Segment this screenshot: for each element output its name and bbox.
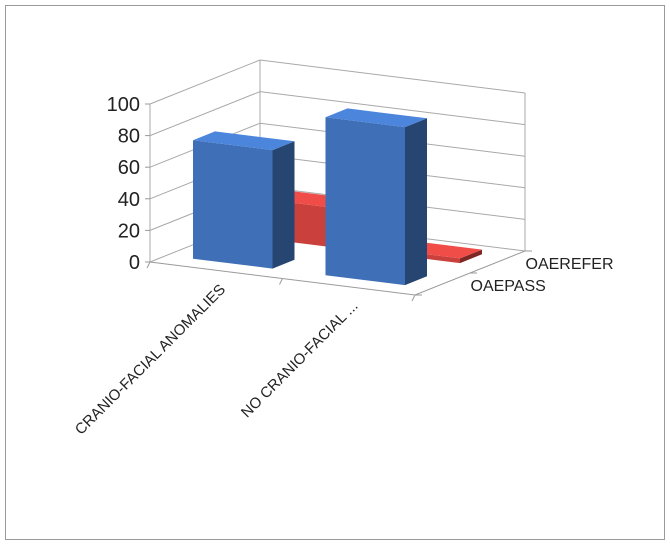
y-axis-ticks: 0 20 40 60 80 100 <box>107 94 140 274</box>
gridline <box>149 59 526 105</box>
bars <box>193 108 482 286</box>
y-tick-label: 20 <box>118 220 140 242</box>
x-axis-labels: CRANIO-FACIAL ANOMALIES NO CRANIO-FACIAL … <box>72 281 362 438</box>
y-tick-label: 80 <box>118 126 140 148</box>
category-label: CRANIO-FACIAL ANOMALIES <box>72 281 229 438</box>
bar <box>193 131 295 269</box>
y-tick-label: 60 <box>118 157 140 179</box>
bar-front <box>325 117 405 286</box>
gridlines <box>145 59 532 302</box>
x-tick-mark <box>411 294 416 302</box>
bar <box>325 108 427 286</box>
x-tick-mark <box>146 261 151 269</box>
bar-top <box>193 131 295 151</box>
bar-side <box>405 118 427 286</box>
series-label: OAEREFER <box>526 256 614 273</box>
category-label: NO CRANIO-FACIAL ... <box>238 298 362 422</box>
x-tick-mark <box>279 278 283 285</box>
bar-front <box>193 140 273 269</box>
depth-axis-labels: OAEPASS OAEREFER <box>471 256 614 295</box>
y-tick-label: 100 <box>107 94 140 116</box>
bar-top <box>325 108 427 128</box>
bar-side <box>460 249 482 264</box>
y-tick-label: 0 <box>129 252 140 274</box>
bar-side <box>272 141 295 269</box>
y-tick-label: 40 <box>118 189 140 211</box>
series-label: OAEPASS <box>471 278 546 295</box>
